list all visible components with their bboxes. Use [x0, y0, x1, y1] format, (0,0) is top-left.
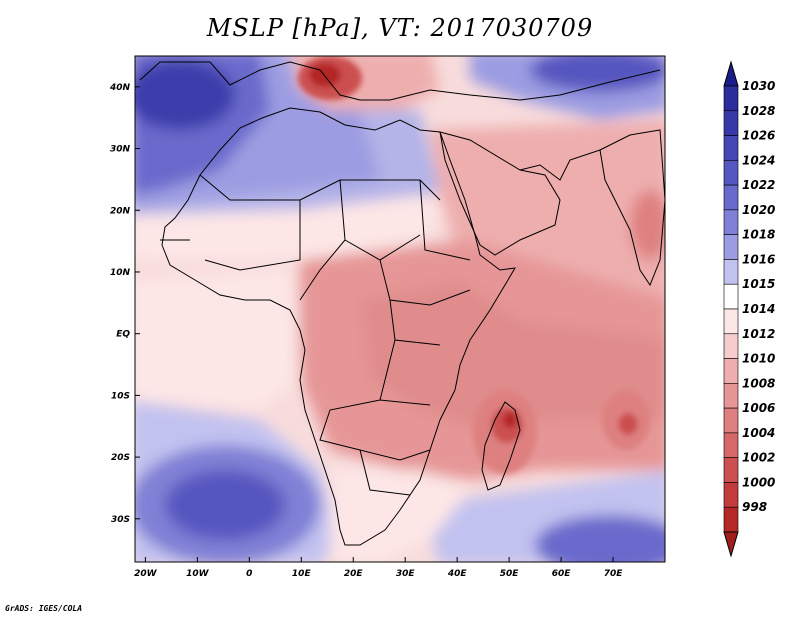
lat-tick-label: 10N: [110, 268, 131, 278]
colorbar-label: 1016: [742, 252, 775, 266]
colorbar-label: 1018: [742, 228, 775, 242]
lon-tick-label: 40E: [447, 569, 468, 579]
colorbar-swatch: [723, 383, 739, 409]
map-frame: [134, 55, 666, 563]
lat-tick-label: EQ: [116, 330, 130, 340]
persian-gulf: [519, 149, 601, 181]
colorbar-label: 1028: [742, 104, 775, 118]
india-coastline: [599, 129, 665, 287]
colorbar-swatch: [723, 234, 739, 260]
africa-borders: [160, 174, 471, 496]
colorbar-label: 1004: [742, 426, 775, 440]
colorbar-swatch: [723, 110, 739, 136]
colorbar-label: 1020: [742, 203, 775, 217]
lon-tick-label: 20W: [134, 569, 158, 579]
colorbar-top-arrow: [723, 60, 739, 87]
lat-tick-label: 20N: [110, 206, 131, 216]
colorbar-swatch: [723, 259, 739, 285]
lon-tick-label: 60E: [552, 569, 572, 579]
colorbar-swatch: [723, 358, 739, 384]
arabian-peninsula: [439, 131, 561, 256]
madagascar-coastline: [481, 401, 521, 491]
lon-tick-label: 20E: [344, 569, 364, 579]
lon-tick-label: 30E: [396, 569, 416, 579]
colorbar-label: 1015: [742, 277, 775, 291]
colorbar-swatch: [723, 506, 739, 533]
lon-tick-label: 10E: [292, 569, 312, 579]
longitude-axis: 20W 10W 0 10E 20E 30E 40E 50E 60E 70E: [134, 557, 623, 579]
colorbar-bottom-arrow: [723, 531, 739, 558]
lon-tick-label: 70E: [604, 569, 624, 579]
colorbar-swatch: [723, 85, 739, 112]
colorbar-label: 1000: [742, 475, 775, 489]
colorbar-label: 1014: [742, 302, 775, 316]
colorbar-label: 1026: [742, 129, 775, 143]
colorbar-swatch: [723, 482, 739, 508]
colorbar-swatch: [723, 160, 739, 186]
colorbar-swatch: [723, 308, 739, 335]
colorbar-label: 1008: [742, 376, 775, 390]
colorbar-swatch: [723, 457, 739, 483]
colorbar-swatch: [723, 283, 739, 310]
lat-tick-label: 20S: [111, 453, 130, 463]
lon-tick-label: 50E: [500, 569, 520, 579]
colorbar-label: 1006: [742, 401, 775, 415]
colorbar-legend: 1030 1028 1026 1024 1022 1020 1018 1016 1015 1014…: [723, 60, 775, 558]
pressure-field: [135, 56, 665, 562]
colorbar-label: 1012: [742, 327, 775, 341]
colorbar-swatch: [723, 407, 739, 434]
lat-tick-label: 30N: [110, 145, 131, 155]
coastlines-and-borders: [139, 61, 665, 546]
latitude-axis: 40N 30N 20N 10N EQ 10S 20S 30S: [109, 83, 140, 525]
lat-tick-label: 40N: [109, 83, 131, 93]
grads-credit: GrADS: IGES/COLA: [5, 604, 83, 613]
colorbar-swatch: [723, 135, 739, 161]
colorbar-label: 1024: [742, 153, 775, 167]
europe-coastline: [139, 61, 661, 101]
colorbar-swatch: [723, 432, 739, 458]
colorbar-swatch: [723, 209, 739, 235]
lon-tick-label: 0: [246, 569, 252, 579]
lat-tick-label: 30S: [111, 515, 130, 525]
map-title: MSLP [hPa], VT: 2017030709: [206, 14, 594, 42]
colorbar-label: 1002: [742, 451, 775, 465]
lon-tick-label: 10W: [186, 569, 210, 579]
colorbar-label: 998: [742, 500, 767, 514]
colorbar-label: 1030: [742, 79, 775, 93]
colorbar-swatch: [723, 184, 739, 211]
lat-tick-label: 10S: [111, 391, 130, 401]
colorbar-swatch: [723, 333, 739, 359]
colorbar-label: 1022: [742, 178, 775, 192]
colorbar-label: 1010: [742, 352, 775, 366]
africa-coastline: [161, 107, 516, 546]
